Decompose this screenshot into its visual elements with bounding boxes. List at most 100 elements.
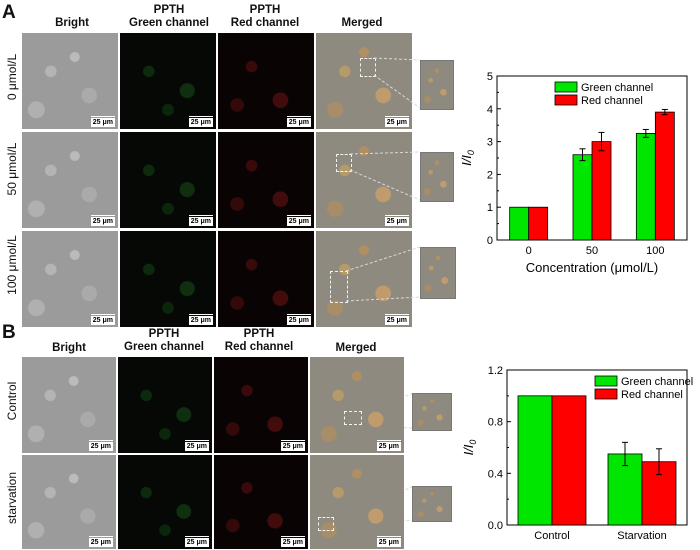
y-axis-label: I/I0: [459, 150, 476, 166]
scale-bar: 25 μm: [376, 440, 402, 451]
zoom-inset-b-1: [412, 486, 452, 522]
scale-bar: 25 μm: [90, 116, 116, 127]
image-red-a-0: 25 μm: [218, 33, 314, 129]
bar: [572, 154, 593, 241]
x-tick-label: 50: [586, 245, 598, 257]
scale-bar: 25 μm: [184, 440, 210, 451]
y-tick-label: 3: [487, 137, 493, 149]
chart-a: 0 1 2 3 4 5 I/I0 0 50 100 Concentration (μmol/L) Gr…: [459, 71, 688, 275]
zoom-inset-b-0: [412, 393, 452, 431]
y-tick-label: 1: [487, 202, 493, 214]
image-green-b-1: 25 μm: [118, 455, 212, 549]
row-label-b-0: Control: [5, 381, 19, 421]
zoom-inset-a-1: [420, 152, 454, 202]
legend-label: Green channel: [581, 82, 653, 94]
zoom-inset-a-2: [420, 247, 456, 299]
scale-bar: 25 μm: [286, 314, 312, 325]
roi-box: [318, 517, 334, 531]
legend-swatch: [594, 388, 618, 400]
zoom-inset-a-0: [420, 60, 454, 110]
scale-bar: 25 μm: [188, 215, 214, 226]
header-green-a-line2: Green channel: [129, 17, 209, 29]
header-red-a: PPTH Red channel: [216, 4, 314, 30]
scale-bar: 25 μm: [280, 440, 306, 451]
image-red-a-1: 25 μm: [218, 132, 314, 228]
scale-bar: 25 μm: [384, 215, 410, 226]
y-tick-label: 5: [487, 71, 493, 83]
image-red-a-2: 25 μm: [218, 231, 314, 327]
x-tick-label: Starvation: [617, 530, 667, 540]
image-green-a-0: 25 μm: [120, 33, 216, 129]
x-tick-label: 100: [646, 245, 664, 257]
y-axis-label: I/I0: [461, 440, 478, 456]
legend-label: Green channel: [621, 376, 693, 388]
header-red-b-line1: PPTH: [243, 328, 275, 340]
image-red-b-0: 25 μm: [214, 357, 308, 453]
panel-letter-b: B: [2, 322, 16, 343]
y-tick-label: 0.4: [488, 468, 503, 480]
y-tick-label: 0: [487, 235, 493, 247]
image-green-a-1: 25 μm: [120, 132, 216, 228]
y-tick-label: 0.0: [488, 520, 503, 532]
y-tick-label: 4: [487, 104, 493, 116]
roi-box: [330, 271, 348, 303]
scale-bar: 25 μm: [376, 536, 402, 547]
bar: [528, 206, 549, 241]
scale-bar: 25 μm: [88, 440, 114, 451]
header-red-b-line2: Red channel: [224, 341, 294, 353]
legend-label: Red channel: [621, 389, 683, 401]
scale-bar: 25 μm: [286, 116, 312, 127]
scale-bar: 25 μm: [384, 116, 410, 127]
row-label-b-1: starvation: [5, 471, 19, 525]
header-green-b: PPTH Green channel: [114, 328, 214, 354]
x-axis-label: Concentration (μmol/L): [526, 260, 659, 275]
y-tick-label: 1.2: [488, 365, 503, 377]
legend-label: Red channel: [581, 95, 643, 107]
scale-bar: 25 μm: [188, 116, 214, 127]
header-red-a-line2: Red channel: [230, 17, 300, 29]
image-red-b-1: 25 μm: [214, 455, 308, 549]
header-green-a-line1: PPTH: [153, 4, 185, 16]
roi-box: [336, 154, 352, 172]
bar: [591, 141, 612, 241]
bar: [509, 206, 530, 241]
header-bright-a: Bright: [55, 17, 89, 29]
roi-box: [360, 58, 376, 77]
image-merged-b-1: 25 μm: [310, 455, 404, 549]
x-tick-label: 0: [526, 245, 532, 257]
bar: [517, 395, 553, 526]
legend-swatch: [594, 375, 618, 387]
y-tick-label: 2: [487, 169, 493, 181]
image-bright-a-2: 25 μm: [22, 231, 118, 327]
image-bright-a-1: 25 μm: [22, 132, 118, 228]
scale-bar: 25 μm: [384, 314, 410, 325]
scale-bar: 25 μm: [184, 536, 210, 547]
image-merged-a-1: 25 μm: [316, 132, 412, 228]
header-green-b-line2: Green channel: [124, 341, 204, 353]
image-merged-a-2: 25 μm: [316, 231, 412, 327]
image-merged-a-0: 25 μm: [316, 33, 412, 129]
header-green-b-line1: PPTH: [148, 328, 180, 340]
scale-bar: 25 μm: [280, 536, 306, 547]
image-green-b-0: 25 μm: [118, 357, 212, 453]
legend-swatch: [554, 81, 578, 93]
legend-swatch: [554, 94, 578, 106]
x-tick-label: Control: [534, 530, 569, 540]
header-red-a-line1: PPTH: [249, 4, 281, 16]
scale-bar: 25 μm: [286, 215, 312, 226]
bar: [654, 111, 675, 241]
scale-bar: 25 μm: [90, 215, 116, 226]
image-bright-a-0: 25 μm: [22, 33, 118, 129]
roi-box: [344, 411, 362, 425]
image-green-a-2: 25 μm: [120, 231, 216, 327]
scale-bar: 25 μm: [188, 314, 214, 325]
header-merged-b: Merged: [335, 342, 377, 354]
image-bright-b-0: 25 μm: [22, 357, 116, 453]
image-bright-b-1: 25 μm: [22, 455, 116, 549]
image-merged-b-0: 25 μm: [310, 357, 404, 453]
bar: [635, 133, 656, 241]
scale-bar: 25 μm: [90, 314, 116, 325]
scale-bar: 25 μm: [88, 536, 114, 547]
chart-b: 0.0 0.4 0.8 1.2 I/I0 Control Starvation Green c…: [461, 365, 693, 540]
header-merged-a: Merged: [341, 17, 383, 29]
